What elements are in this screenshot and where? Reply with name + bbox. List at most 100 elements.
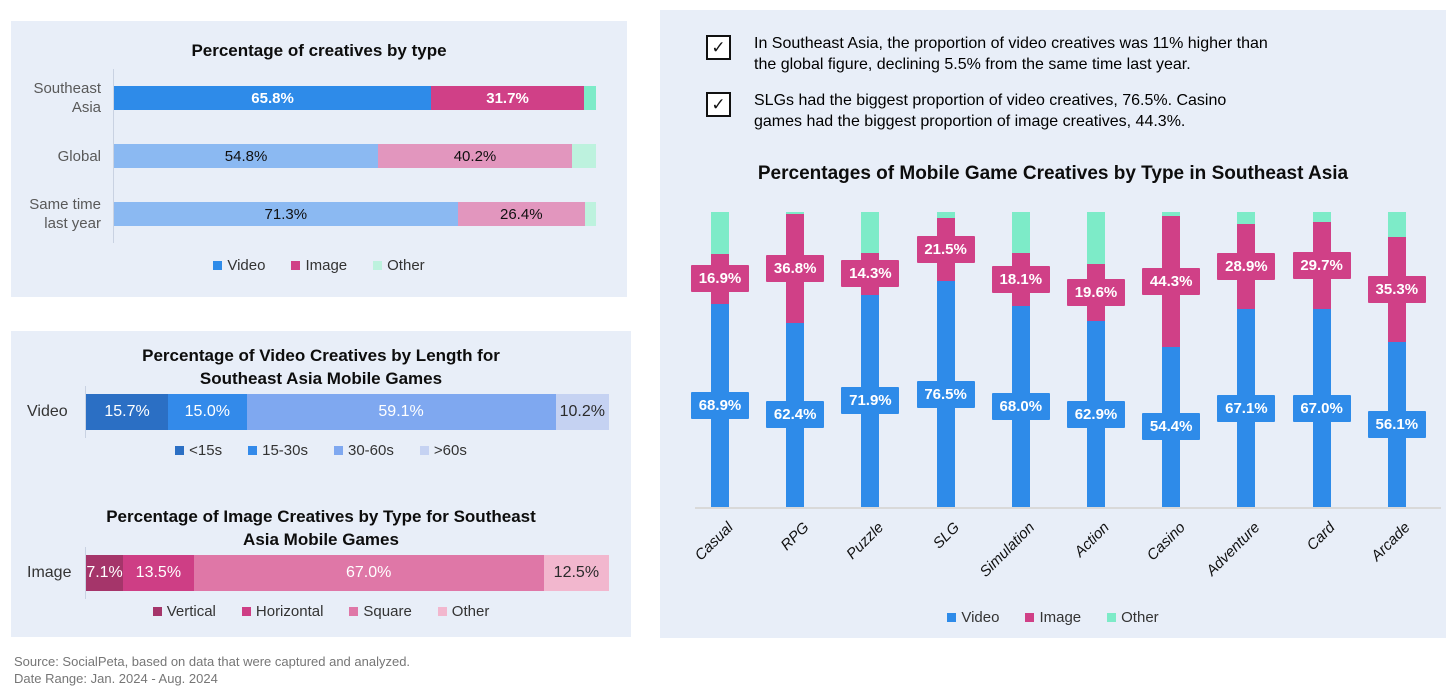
creatives-by-type-legend: Video Image Other	[11, 257, 627, 274]
legend-item-vertical: Vertical	[152, 603, 216, 620]
bar-segment-other	[786, 212, 805, 215]
legend-label: Vertical	[166, 603, 216, 620]
value-label-image: 29.7%	[1292, 252, 1351, 280]
value-label-image: 35.3%	[1367, 275, 1426, 303]
legend-label: 30-60s	[348, 442, 394, 459]
bar-track: 15.7% 15.0% 59.1% 10.2%	[86, 394, 609, 430]
genre-chart-x-axis: Casual RPG Puzzle SLG Simulation Action Casino…	[691, 509, 1446, 595]
legend-label: Other	[1121, 609, 1159, 626]
legend-swatch-other	[1107, 613, 1117, 622]
stacked-bar-arcade	[1387, 212, 1406, 507]
legend-item-other: Other	[1107, 609, 1159, 626]
video-length-legend: <15s 15-30s 30-60s >60s	[11, 442, 631, 459]
bar-segment-square: 67.0%	[193, 555, 544, 591]
bar-segment-other	[1162, 212, 1181, 216]
legend-swatch-video	[213, 261, 223, 270]
chart-title-genre: Percentages of Mobile Game Creatives by …	[757, 163, 1349, 184]
genre-chart-plot: 68.9% 16.9% 62.4% 36.8% 71.9% 14.3% 76.5% 21.5%…	[691, 212, 1441, 509]
value-label-video: 67.1%	[1217, 394, 1276, 422]
legend-item-square: Square	[349, 603, 412, 620]
legend-label: 15-30s	[262, 442, 308, 459]
x-axis-label-adventure: Adventure	[1203, 519, 1264, 580]
bar-segment-other	[1387, 212, 1406, 238]
genre-chart-legend: Video Image Other	[660, 609, 1446, 626]
legend-swatch-30-60s	[334, 446, 343, 455]
legend-item-image: Image	[1025, 609, 1081, 626]
x-axis-label-card: Card	[1303, 519, 1339, 555]
panel-creatives-by-type: Percentage of creatives by type Southeas…	[11, 21, 627, 297]
image-type-chart: Image 7.1% 13.5% 67.0% 12.5%	[11, 547, 631, 599]
x-axis-label-casual: Casual	[691, 519, 738, 565]
stacked-bar-action	[1087, 212, 1105, 507]
value-label-image: 16.9%	[691, 265, 749, 293]
bar-track-wrap: 65.8% 31.7%	[113, 69, 627, 127]
legend-swatch-vertical	[152, 607, 162, 616]
x-axis-label-arcade: Arcade	[1368, 519, 1414, 565]
bar-segment-other	[1237, 212, 1256, 224]
bar-track: 54.8% 40.2%	[114, 144, 596, 168]
value-label-video: 67.0%	[1292, 394, 1351, 422]
value-label-video: 62.4%	[766, 401, 825, 429]
bar-segment-other	[571, 144, 596, 168]
bar-segment-vertical: 7.1%	[86, 555, 124, 591]
legend-swatch-image	[291, 261, 301, 270]
value-label-image: 36.8%	[766, 255, 825, 283]
value-label-image: 28.9%	[1217, 252, 1276, 280]
value-label-video: 71.9%	[841, 387, 900, 415]
category-label: Global	[57, 147, 101, 165]
x-axis-label-casino: Casino	[1143, 519, 1189, 565]
category-label: Southeast Asia	[33, 80, 101, 116]
bar-track-wrap: 7.1% 13.5% 67.0% 12.5%	[85, 547, 610, 599]
legend-item-image: Image	[291, 257, 347, 274]
legend-label: >60s	[433, 442, 467, 459]
legend-swatch-15s	[175, 446, 185, 455]
checkmark-icon: ✓	[711, 38, 726, 57]
stacked-bar-puzzle	[861, 212, 880, 507]
value-label-image: 44.3%	[1142, 267, 1201, 295]
legend-swatch-square	[349, 607, 359, 616]
x-axis-label-slg: SLG	[929, 519, 963, 553]
legend-swatch-image	[1025, 613, 1035, 622]
source-note: Source: SocialPeta, based on data that w…	[14, 653, 410, 687]
category-label: Video	[27, 403, 68, 420]
bar-segment-15s: 15.7%	[86, 394, 169, 430]
bar-segment-30-60s: 59.1%	[246, 394, 556, 430]
bar-segment-other	[583, 86, 596, 110]
legend-item-horizontal: Horizontal	[241, 603, 324, 620]
bar-segment-60s: 10.2%	[555, 394, 609, 430]
legend-swatch-other	[437, 607, 447, 616]
value-label-video: 68.9%	[691, 391, 749, 419]
legend-label: Video	[961, 609, 1000, 626]
legend-swatch-15-30s	[248, 446, 258, 455]
image-type-legend: Vertical Horizontal Square Other	[11, 603, 631, 620]
legend-label: Horizontal	[255, 603, 324, 620]
bar-segment-other	[1312, 212, 1331, 222]
legend-label: Video	[227, 257, 266, 274]
legend-item-60s: >60s	[419, 442, 467, 459]
bar-segment-video: 54.8%	[114, 144, 379, 168]
legend-swatch-60s	[419, 446, 429, 455]
legend-label: Image	[1039, 609, 1082, 626]
value-label-video: 56.1%	[1367, 410, 1426, 438]
checkmark-icon: ✓	[711, 95, 726, 114]
value-label-video: 68.0%	[991, 393, 1050, 421]
bar-row-same-time-last-year: Same time last year 71.3% 26.4%	[11, 185, 627, 243]
value-label-image: 19.6%	[1067, 279, 1125, 307]
bar-track: 7.1% 13.5% 67.0% 12.5%	[86, 555, 610, 591]
legend-item-video: Video	[213, 257, 265, 274]
legend-label: Square	[363, 603, 412, 620]
checkbox-icon: ✓	[706, 92, 731, 117]
legend-label: <15s	[189, 442, 223, 459]
legend-label: Other	[451, 603, 490, 620]
bar-track-wrap: 54.8% 40.2%	[113, 127, 627, 185]
genre-chart: 68.9% 16.9% 62.4% 36.8% 71.9% 14.3% 76.5% 21.5%…	[691, 212, 1446, 595]
bar-track: 65.8% 31.7%	[114, 86, 596, 110]
stacked-bar-simulation	[1011, 212, 1030, 507]
video-length-chart: Video 15.7% 15.0% 59.1% 10.2%	[11, 386, 631, 438]
legend-swatch-horizontal	[241, 607, 251, 616]
legend-item-15-30s: 15-30s	[248, 442, 308, 459]
date-range-line: Date Range: Jan. 2024 - Aug. 2024	[14, 671, 218, 686]
bar-row-southeast-asia: Southeast Asia 65.8% 31.7%	[11, 69, 627, 127]
bar-track: 71.3% 26.4%	[114, 202, 596, 226]
